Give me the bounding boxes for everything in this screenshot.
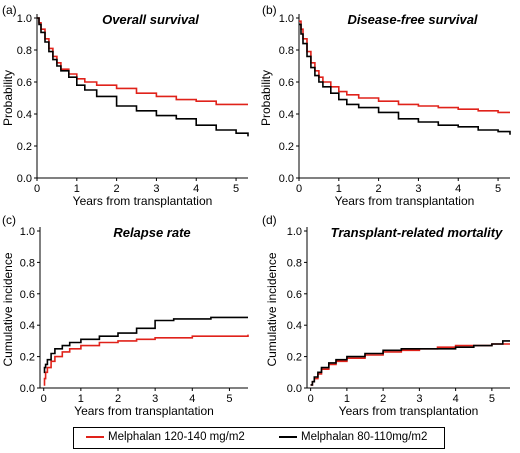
- panel-1-ytick-label: 1.0: [17, 13, 32, 25]
- panel-1-xtick-label: 3: [153, 183, 159, 195]
- panel-2-xtick-label: 4: [455, 183, 461, 195]
- panel-1-label: (a): [2, 3, 17, 17]
- panel-3-ylabel: Cumulative incidence: [1, 252, 15, 366]
- panel-1-xtick-label: 4: [193, 183, 199, 195]
- panel-2-xtick-label: 2: [376, 183, 382, 195]
- panel-1-ytick-label: 0.8: [17, 45, 32, 57]
- panel-2-label: (b): [262, 3, 277, 17]
- panel-4-ytick-label: 0.6: [287, 289, 302, 301]
- panel-4-xlabel: Years from transplantation: [339, 404, 479, 418]
- panel-2-title: Disease-free survival: [347, 12, 477, 27]
- panel-2-xtick-label: 0: [296, 183, 302, 195]
- panel-1-xtick-label: 0: [34, 183, 40, 195]
- panel-3-ytick-label: 1.0: [20, 226, 35, 238]
- panel-2-ytick-label: 0.0: [279, 173, 294, 185]
- panel-4-ytick-label: 1.0: [287, 226, 302, 238]
- panel-4-ytick-label: 0.8: [287, 257, 302, 269]
- panel-2-xtick-label: 1: [336, 183, 342, 195]
- panel-1-xtick-label: 1: [74, 183, 80, 195]
- panel-3-xtick-label: 2: [115, 393, 121, 405]
- panel-2-ytick-label: 0.4: [279, 109, 294, 121]
- legend-label-low-dose: Melphalan 80-110mg/m2: [301, 431, 428, 443]
- panel-1-xlabel: Years from transplantation: [73, 194, 213, 208]
- panel-1-xtick-label: 2: [114, 183, 120, 195]
- legend-item-high-dose: Melphalan 120-140 mg/m2: [86, 431, 245, 443]
- panel-2-series-low-dose-line: [299, 23, 511, 135]
- panel-4-label: (d): [262, 213, 277, 227]
- panel-2-ytick-label: 1.0: [279, 13, 294, 25]
- panel-2-series-high-dose-line: [299, 20, 510, 114]
- panel-1-ytick-label: 0.2: [17, 141, 32, 153]
- panel-3-xlabel: Years from transplantation: [74, 404, 214, 418]
- panel-3-series-low-dose-line: [43, 316, 248, 374]
- panel-3-xtick-label: 0: [41, 393, 47, 405]
- panel-3-ytick-label: 0.0: [20, 383, 35, 395]
- legend-swatch-red: [86, 435, 104, 438]
- panel-2-ylabel: Probability: [259, 70, 273, 126]
- panel-4-xtick-label: 4: [453, 393, 459, 405]
- panel-1-title: Overall survival: [102, 12, 199, 27]
- panel-4-xtick-label: 0: [308, 393, 314, 405]
- panel-4-xtick-label: 5: [489, 393, 495, 405]
- panel-4-series-high-dose-line: [310, 343, 510, 386]
- panel-3-xtick-label: 3: [152, 393, 158, 405]
- panel-2-ytick-label: 0.8: [279, 45, 294, 57]
- panel-3-series-high-dose-line: [43, 334, 249, 386]
- panel-1-series-low-dose-line: [37, 17, 249, 137]
- legend-item-low-dose: Melphalan 80-110mg/m2: [279, 431, 427, 443]
- panel-4-xtick-label: 1: [344, 393, 350, 405]
- panel-3-label: (c): [2, 213, 16, 227]
- panel-4-ylabel: Cumulative incidence: [265, 252, 279, 366]
- panel-1-ytick-label: 0.6: [17, 77, 32, 89]
- panel-3-ytick-label: 0.8: [20, 257, 35, 269]
- panel-3-xtick-label: 4: [189, 393, 195, 405]
- panel-3-ytick-label: 0.4: [20, 320, 35, 332]
- panel-4-xtick-label: 2: [380, 393, 386, 405]
- panel-1-ylabel: Probability: [1, 70, 15, 126]
- panel-2-ytick-label: 0.6: [279, 77, 294, 89]
- panel-3-xtick-label: 5: [226, 393, 232, 405]
- panel-3-ytick-label: 0.6: [20, 289, 35, 301]
- panel-3-title: Relapse rate: [113, 225, 190, 240]
- panel-4-xtick-label: 3: [416, 393, 422, 405]
- panel-1-series-high-dose-line: [37, 17, 248, 106]
- panel-1-ytick-label: 0.0: [17, 173, 32, 185]
- panel-4-ytick-label: 0.2: [287, 352, 302, 364]
- panel-4-ytick-label: 0.4: [287, 320, 302, 332]
- figure-canvas: (a) Overall survival 0.0 0.2 0.4 0.6 0.8 1.0 0 1 2…: [1, 3, 511, 418]
- legend-swatch-black: [279, 435, 297, 438]
- panel-2-ytick-label: 0.2: [279, 141, 294, 153]
- panel-4-series-low-dose-line: [310, 340, 510, 386]
- panel-3-xtick-label: 1: [78, 393, 84, 405]
- panel-2-xlabel: Years from transplantation: [335, 194, 475, 208]
- legend: Melphalan 120-140 mg/m2 Melphalan 80-110…: [73, 427, 445, 449]
- legend-label-high-dose: Melphalan 120-140 mg/m2: [108, 431, 245, 443]
- panel-4-ytick-label: 0.0: [287, 383, 302, 395]
- panel-3-ytick-label: 0.2: [20, 352, 35, 364]
- panel-4-title: Transplant-related mortality: [331, 225, 503, 240]
- panel-1-ytick-label: 0.4: [17, 109, 32, 121]
- panel-2-xtick-label: 3: [415, 183, 421, 195]
- panel-1-xtick-label: 5: [233, 183, 239, 195]
- panel-2-xtick-label: 5: [495, 183, 501, 195]
